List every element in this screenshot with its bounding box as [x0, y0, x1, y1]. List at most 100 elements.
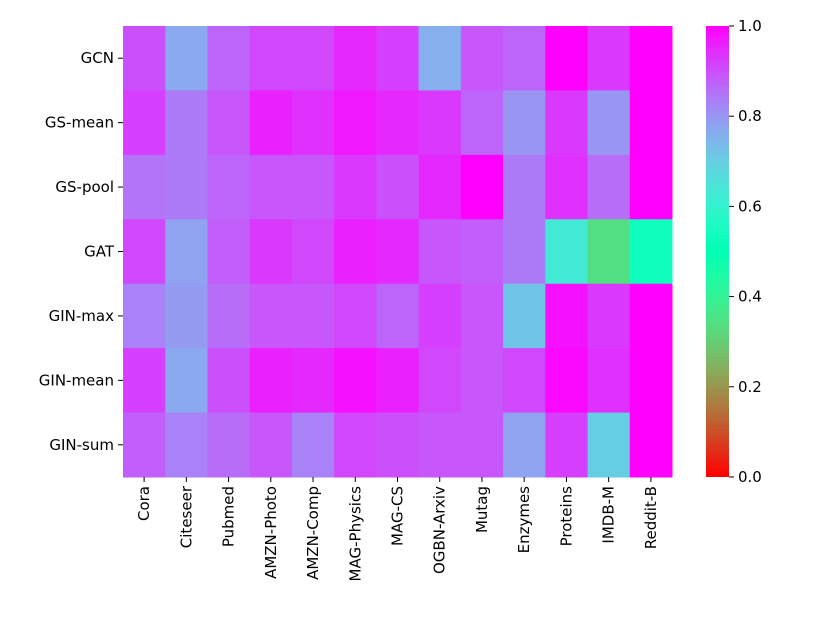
colorbar: 0.0 0.2 0.4 0.6 0.8 1.0 [706, 17, 762, 486]
heatmap-cell [629, 26, 673, 91]
heatmap-cell [418, 154, 462, 220]
column-label: Proteins [557, 486, 575, 547]
heatmap-cell [123, 219, 166, 285]
row-label: GAT [84, 243, 115, 261]
heatmap-cell [545, 412, 589, 478]
heatmap-cell [587, 412, 631, 478]
heatmap-cells [123, 26, 673, 478]
heatmap-cell [207, 348, 251, 414]
heatmap-cell [207, 154, 251, 220]
colorbar-tick-label: 0.2 [738, 378, 762, 396]
column-label: IMDB-M [600, 486, 618, 544]
heatmap-cell [503, 154, 546, 220]
colorbar-tick-label: 0.6 [738, 197, 762, 215]
heatmap-cell [291, 90, 335, 156]
column-label: MAG-Physics [346, 486, 364, 582]
heatmap-cell [334, 283, 377, 349]
heatmap-cell [334, 412, 377, 478]
heatmap-cell [334, 26, 377, 91]
column-label: Citeseer [177, 485, 195, 548]
heatmap-cell [460, 90, 504, 156]
heatmap-cell [291, 283, 335, 349]
heatmap-cell [334, 348, 377, 414]
heatmap-cell [545, 283, 589, 349]
colorbar-tick-label: 1.0 [738, 17, 762, 35]
heatmap-cell [123, 283, 166, 349]
colorbar-tick-label: 0.8 [738, 107, 762, 125]
heatmap-cell [249, 154, 293, 220]
heatmap-cell [376, 348, 420, 414]
heatmap-cell [545, 219, 589, 285]
heatmap-cell [123, 26, 166, 91]
heatmap-cell [503, 348, 546, 414]
heatmap-cell [291, 26, 335, 91]
heatmap-cell [249, 283, 293, 349]
column-labels: Cora Citeseer Pubmed AMZN-Photo AMZN-Comp MAG… [135, 477, 660, 581]
heatmap-cell [165, 219, 208, 285]
heatmap-cell [291, 348, 335, 414]
heatmap-cell [207, 90, 251, 156]
heatmap-cell [629, 154, 673, 220]
heatmap-cell [587, 348, 631, 414]
heatmap-cell [418, 412, 462, 478]
heatmap-cell [587, 154, 631, 220]
heatmap-cell [376, 283, 420, 349]
heatmap-cell [123, 90, 166, 156]
heatmap-cell [291, 154, 335, 220]
heatmap-cell [460, 219, 504, 285]
column-label: MAG-CS [389, 486, 407, 546]
heatmap-cell [587, 283, 631, 349]
column-label: Enzymes [515, 486, 533, 554]
heatmap-cell [376, 154, 420, 220]
column-label: Pubmed [220, 486, 238, 547]
heatmap-cell [334, 154, 377, 220]
heatmap-cell [165, 26, 208, 91]
heatmap-cell [207, 219, 251, 285]
heatmap-cell [249, 26, 293, 91]
column-label: AMZN-Photo [262, 486, 280, 579]
heatmap-cell [123, 412, 166, 478]
heatmap-cell [629, 348, 673, 414]
heatmap-cell [545, 26, 589, 91]
heatmap-cell [418, 90, 462, 156]
row-labels: GCN GS-mean GS-pool GAT GIN-max GIN-mean GIN-s… [39, 49, 123, 454]
heatmap-cell [629, 219, 673, 285]
heatmap-cell [545, 154, 589, 220]
colorbar-tick-label: 0.4 [738, 288, 762, 306]
heatmap-cell [249, 90, 293, 156]
heatmap-cell [503, 26, 546, 91]
heatmap-cell [165, 412, 208, 478]
column-label: OGBN-Arxiv [431, 486, 449, 574]
heatmap-cell [123, 154, 166, 220]
column-label: Reddit-B [642, 486, 660, 549]
heatmap-cell [165, 154, 208, 220]
heatmap-cell [207, 412, 251, 478]
heatmap-cell [418, 283, 462, 349]
heatmap-cell [503, 219, 546, 285]
row-label: GS-mean [45, 114, 114, 132]
heatmap-cell [503, 90, 546, 156]
column-label: Mutag [473, 486, 491, 533]
heatmap-cell [165, 283, 208, 349]
row-label: GIN-mean [39, 371, 114, 389]
heatmap-cell [587, 26, 631, 91]
column-label: Cora [135, 486, 153, 521]
heatmap-cell [291, 219, 335, 285]
column-label: AMZN-Comp [304, 486, 322, 580]
heatmap-cell [460, 283, 504, 349]
heatmap-cell [460, 26, 504, 91]
heatmap-cell [460, 412, 504, 478]
heatmap-cell [418, 26, 462, 91]
row-label: GIN-sum [49, 436, 114, 454]
heatmap-cell [165, 90, 208, 156]
row-label: GIN-max [49, 307, 114, 325]
heatmap-cell [503, 412, 546, 478]
heatmap-cell [165, 348, 208, 414]
heatmap-cell [376, 90, 420, 156]
heatmap-cell [123, 348, 166, 414]
heatmap-cell [291, 412, 335, 478]
heatmap-cell [460, 154, 504, 220]
heatmap-cell [418, 219, 462, 285]
heatmap-cell [587, 90, 631, 156]
